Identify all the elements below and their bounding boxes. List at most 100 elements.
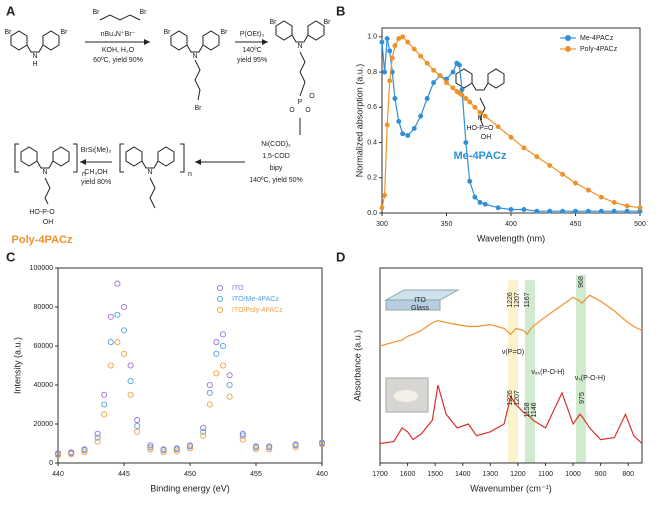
- data-point: [219, 331, 227, 338]
- data-point: [219, 342, 227, 350]
- y-tick-label: 20000: [34, 421, 54, 428]
- data-point: [444, 80, 449, 86]
- data-point: [81, 447, 88, 454]
- legend-marker: [217, 285, 223, 291]
- annotation: 1226: [507, 390, 514, 406]
- data-point: [101, 411, 108, 418]
- scheme-text: Br: [324, 19, 332, 26]
- scheme-text: Ni(COD)₂: [261, 141, 291, 148]
- x-axis-label: Wavelength (nm): [477, 233, 545, 243]
- data-point: [450, 69, 456, 75]
- x-tick-label: 1200: [510, 471, 526, 478]
- data-point: [134, 422, 141, 430]
- data-point: [94, 438, 101, 445]
- scheme-text: O: [305, 107, 311, 114]
- data-point: [81, 449, 88, 456]
- data-point: [252, 444, 260, 451]
- data-point: [384, 36, 390, 42]
- annotation: N: [477, 115, 482, 122]
- data-point: [585, 208, 591, 214]
- annotation: 1158: [524, 402, 531, 417]
- series-line: [381, 38, 640, 212]
- annotation: OH: [481, 134, 492, 141]
- data-point: [239, 436, 246, 443]
- data-point: [160, 447, 167, 454]
- data-point: [396, 118, 402, 124]
- x-tick-label: 1000: [565, 471, 581, 478]
- data-point: [107, 362, 114, 369]
- data-point: [127, 391, 134, 398]
- highlight-band: [508, 280, 518, 463]
- scheme-text: Br: [195, 105, 203, 112]
- data-point: [560, 208, 566, 214]
- data-point: [547, 208, 553, 214]
- data-point: [120, 327, 128, 334]
- scheme-text: P(OEt)₃: [240, 31, 264, 38]
- x-tick-label: 1700: [372, 471, 388, 478]
- data-point: [467, 178, 473, 184]
- scheme-text: CH₃OH: [84, 169, 107, 176]
- panel-label: C: [6, 249, 16, 264]
- data-point: [611, 208, 617, 214]
- highlight-band: [525, 280, 535, 463]
- y-tick-label: 0.6: [367, 104, 377, 111]
- x-tick-label: 1600: [400, 471, 416, 478]
- x-axis-label: Wavenumber (cm⁻¹): [470, 483, 551, 493]
- panel-label: B: [336, 3, 345, 18]
- scheme-text: N: [297, 43, 302, 50]
- data-point: [547, 162, 553, 168]
- y-tick-label: 0.2: [367, 175, 377, 182]
- x-tick-label: 1400: [455, 471, 471, 478]
- data-point: [598, 194, 604, 200]
- annotation: 1207: [514, 390, 521, 406]
- data-point: [598, 208, 604, 214]
- scheme-text: Br: [270, 19, 278, 26]
- data-point: [213, 370, 220, 377]
- data-point: [292, 444, 299, 451]
- y-tick-label: 80000: [34, 304, 54, 311]
- data-point: [318, 441, 326, 448]
- scheme-text: KOH, H₂O: [102, 47, 135, 54]
- scheme-text: BrSi(Me)₃: [81, 147, 112, 154]
- data-point: [508, 207, 514, 212]
- annotation: HO-P=O: [466, 125, 494, 132]
- data-point: [637, 205, 643, 211]
- scheme-text: 1,5-COD: [262, 153, 290, 160]
- bracket: [119, 143, 185, 173]
- data-point: [477, 199, 483, 205]
- data-point: [101, 401, 108, 408]
- y-axis-label: Intensity (a.u.): [12, 337, 22, 394]
- scheme-text: Br: [61, 29, 69, 36]
- panel-d-insets: [384, 275, 586, 463]
- legend-label: Poly-4PACz: [580, 46, 618, 53]
- annotation: Glass: [411, 305, 429, 312]
- scheme-text: HO-P-O: [29, 209, 55, 216]
- chain: [194, 59, 201, 101]
- data-point: [379, 39, 385, 45]
- data-point: [495, 205, 501, 211]
- data-point: [534, 154, 540, 160]
- x-tick-label: 350: [441, 221, 453, 228]
- data-point: [127, 362, 134, 369]
- scheme-text: Br: [140, 9, 148, 16]
- data-point: [120, 303, 128, 311]
- scheme-text: OH: [43, 219, 54, 226]
- data-point: [114, 280, 121, 287]
- data-point: [521, 145, 527, 151]
- data-point: [389, 55, 395, 61]
- legend-marker: [217, 296, 223, 302]
- data-point: [405, 39, 411, 45]
- data-point: [400, 34, 406, 40]
- x-tick-label: 460: [316, 471, 328, 478]
- y-axis-label: Normalized absorption (a.u.): [354, 64, 364, 178]
- data-point: [534, 208, 540, 214]
- data-point: [467, 99, 473, 105]
- x-tick-label: 1100: [538, 471, 553, 478]
- scheme-text: yield 80%: [81, 179, 111, 186]
- data-point: [418, 113, 424, 119]
- data-point: [392, 43, 398, 49]
- scheme-text: N: [42, 169, 47, 176]
- annotation: 1167: [524, 292, 531, 307]
- legend-label: Me-4PACz: [580, 35, 614, 42]
